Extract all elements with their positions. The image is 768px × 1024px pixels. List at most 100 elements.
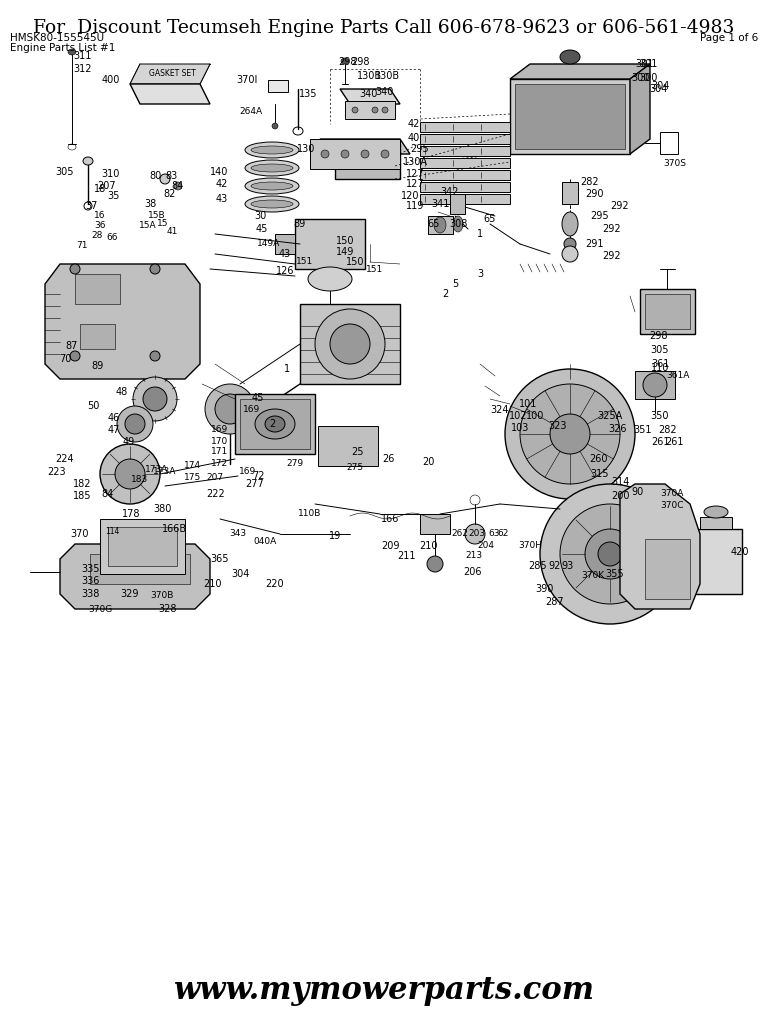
Text: 127: 127 (406, 179, 424, 189)
Text: 169: 169 (240, 467, 257, 475)
Text: 300: 300 (631, 73, 649, 83)
Ellipse shape (245, 196, 299, 212)
Text: 298: 298 (351, 57, 369, 67)
Ellipse shape (255, 409, 295, 439)
Bar (690, 529, 742, 594)
Text: 370S: 370S (664, 160, 687, 169)
Text: 87: 87 (65, 341, 78, 351)
Text: 207: 207 (207, 473, 223, 482)
Bar (240, 399, 310, 449)
Text: 298: 298 (649, 331, 667, 341)
Text: 93: 93 (562, 561, 574, 571)
Text: 70: 70 (60, 354, 72, 364)
Text: 287: 287 (546, 597, 564, 607)
Text: 390: 390 (536, 584, 554, 594)
Bar (80, 324, 115, 349)
Text: 2: 2 (269, 419, 275, 429)
Text: 170: 170 (210, 436, 228, 445)
Ellipse shape (560, 50, 580, 63)
Polygon shape (510, 63, 650, 79)
Text: 65: 65 (428, 219, 440, 229)
Text: 103: 103 (511, 423, 529, 433)
Ellipse shape (150, 264, 160, 274)
Bar (108, 527, 177, 566)
Text: 264A: 264A (239, 108, 262, 117)
Text: 130: 130 (296, 144, 315, 154)
Text: 370: 370 (71, 529, 89, 539)
Text: 224: 224 (56, 454, 74, 464)
Text: 312: 312 (74, 63, 92, 74)
Text: 341: 341 (431, 199, 449, 209)
Text: 30: 30 (254, 211, 266, 221)
Text: 40: 40 (408, 133, 420, 143)
Text: 89: 89 (294, 219, 306, 229)
Text: 370C: 370C (660, 502, 684, 511)
Text: 370I: 370I (237, 75, 258, 85)
Polygon shape (630, 63, 650, 154)
Bar (100, 519, 185, 574)
Text: 150: 150 (346, 257, 364, 267)
Ellipse shape (83, 157, 93, 165)
Text: 277: 277 (246, 479, 264, 489)
Text: 15A: 15A (139, 221, 157, 230)
Text: 361: 361 (650, 359, 669, 369)
Ellipse shape (704, 506, 728, 518)
Text: 304: 304 (649, 84, 667, 94)
Ellipse shape (355, 157, 365, 167)
Text: 325A: 325A (598, 411, 623, 421)
Bar (700, 517, 732, 529)
Ellipse shape (562, 246, 578, 262)
Text: 47: 47 (108, 425, 120, 435)
Text: 260: 260 (589, 454, 607, 464)
Text: 149: 149 (336, 247, 354, 257)
Text: 62: 62 (498, 529, 508, 539)
Ellipse shape (160, 174, 170, 184)
Text: 42: 42 (408, 119, 420, 129)
Text: 130B: 130B (357, 71, 382, 81)
Text: 80: 80 (149, 171, 161, 181)
Ellipse shape (564, 238, 576, 250)
Text: HMSK80-155545U: HMSK80-155545U (10, 33, 104, 43)
Text: 305: 305 (650, 345, 669, 355)
Text: 295: 295 (591, 211, 609, 221)
Text: 275: 275 (346, 463, 363, 471)
Ellipse shape (585, 529, 635, 579)
Text: 304: 304 (650, 81, 669, 91)
Text: 355: 355 (606, 569, 624, 579)
Text: 149A: 149A (257, 240, 280, 249)
Ellipse shape (370, 157, 380, 167)
Bar (660, 132, 678, 154)
Text: 82: 82 (164, 189, 176, 199)
Text: 420: 420 (730, 547, 750, 557)
Text: www.mymowerparts.com: www.mymowerparts.com (174, 975, 594, 1006)
Ellipse shape (505, 369, 635, 499)
Text: 329: 329 (121, 589, 139, 599)
Text: 380: 380 (153, 504, 171, 514)
Text: 130B: 130B (375, 71, 400, 81)
Polygon shape (130, 84, 210, 104)
Text: 262: 262 (452, 529, 468, 539)
Ellipse shape (251, 182, 293, 190)
Text: 102: 102 (508, 411, 528, 421)
Bar (510, 79, 630, 154)
Text: 308: 308 (449, 219, 467, 229)
Polygon shape (130, 63, 210, 84)
Text: 328: 328 (159, 604, 177, 614)
Text: 135: 135 (299, 89, 317, 99)
Ellipse shape (361, 150, 369, 158)
Ellipse shape (343, 157, 353, 167)
Ellipse shape (330, 324, 370, 364)
Text: 301: 301 (639, 59, 657, 69)
Text: 171: 171 (210, 447, 228, 457)
Text: 46: 46 (108, 413, 120, 423)
Ellipse shape (598, 542, 622, 566)
Text: 48: 48 (116, 387, 128, 397)
Ellipse shape (245, 160, 299, 176)
Bar (345, 101, 395, 119)
Text: 173A: 173A (144, 465, 168, 473)
Text: 66: 66 (106, 233, 118, 243)
Text: 5: 5 (452, 279, 458, 289)
Ellipse shape (251, 146, 293, 154)
Text: 400: 400 (101, 75, 120, 85)
Text: 43: 43 (279, 249, 291, 259)
